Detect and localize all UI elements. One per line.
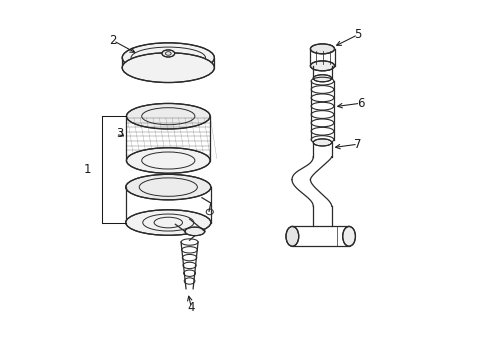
Ellipse shape — [313, 75, 331, 82]
Ellipse shape — [125, 210, 210, 235]
Ellipse shape — [285, 226, 298, 246]
Text: 5: 5 — [353, 28, 361, 41]
Ellipse shape — [125, 174, 210, 200]
Ellipse shape — [184, 227, 204, 236]
Ellipse shape — [122, 53, 214, 82]
Ellipse shape — [162, 50, 174, 57]
Text: 1: 1 — [83, 163, 91, 176]
Text: 3: 3 — [116, 126, 123, 140]
Ellipse shape — [126, 103, 210, 129]
Ellipse shape — [310, 44, 334, 54]
Ellipse shape — [313, 139, 331, 146]
Ellipse shape — [310, 61, 334, 71]
Text: 2: 2 — [109, 34, 117, 47]
Ellipse shape — [342, 226, 355, 246]
Text: 6: 6 — [356, 97, 364, 110]
Ellipse shape — [122, 43, 214, 73]
Text: 4: 4 — [187, 301, 195, 314]
Ellipse shape — [126, 148, 210, 173]
Text: 7: 7 — [353, 138, 361, 151]
